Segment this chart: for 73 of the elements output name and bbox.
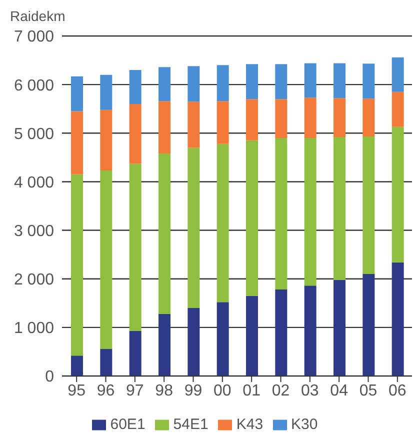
bar bbox=[188, 102, 200, 148]
bar bbox=[392, 262, 404, 376]
bar bbox=[71, 76, 83, 112]
bar bbox=[246, 140, 258, 296]
x-tick-label: 03 bbox=[301, 382, 319, 400]
bar bbox=[188, 308, 200, 376]
bar bbox=[129, 104, 142, 164]
y-tick-label: 2 000 bbox=[14, 272, 54, 289]
bar bbox=[158, 101, 170, 154]
y-axis-title: Raidekm bbox=[9, 8, 66, 26]
x-tick-label: 99 bbox=[184, 382, 202, 400]
x-tick-label: 97 bbox=[126, 382, 144, 400]
y-tick-label: 7 000 bbox=[14, 28, 54, 46]
bar bbox=[246, 296, 258, 376]
bar bbox=[188, 148, 200, 308]
bar bbox=[188, 66, 200, 102]
y-tick-label: 1 000 bbox=[14, 320, 54, 338]
bar bbox=[392, 57, 404, 92]
bar bbox=[304, 138, 316, 286]
bar bbox=[129, 164, 142, 331]
bar bbox=[216, 302, 229, 376]
x-tick-label: 02 bbox=[272, 382, 290, 400]
bar bbox=[362, 98, 375, 137]
bar bbox=[100, 74, 112, 110]
bar bbox=[129, 70, 142, 104]
bar bbox=[275, 64, 288, 100]
bar bbox=[100, 170, 112, 349]
y-tick-label: 5 000 bbox=[14, 126, 54, 143]
x-tick-label: 96 bbox=[96, 382, 115, 400]
bar bbox=[246, 99, 258, 140]
bar bbox=[334, 137, 346, 280]
x-tick-label: 01 bbox=[242, 382, 261, 400]
legend-label: K30 bbox=[291, 416, 318, 433]
x-tick-label: 98 bbox=[155, 382, 174, 400]
bar bbox=[275, 138, 288, 290]
legend-label: K43 bbox=[236, 416, 264, 433]
bar bbox=[275, 99, 288, 138]
bar bbox=[158, 154, 170, 314]
bar bbox=[246, 64, 258, 100]
y-tick-label: 0 bbox=[45, 368, 54, 386]
x-tick-label: 00 bbox=[214, 382, 232, 400]
y-tick-label: 4 000 bbox=[14, 174, 54, 192]
bar bbox=[129, 330, 142, 376]
bar bbox=[334, 98, 346, 138]
y-tick-label: 6 000 bbox=[14, 77, 54, 94]
bar bbox=[71, 111, 83, 174]
bar bbox=[71, 356, 83, 376]
bar bbox=[275, 290, 288, 376]
bar bbox=[362, 136, 375, 274]
x-tick-label: 05 bbox=[359, 382, 378, 400]
bar bbox=[304, 98, 316, 138]
bar bbox=[392, 126, 404, 262]
legend-label: 54E1 bbox=[173, 416, 208, 433]
bar bbox=[304, 286, 316, 376]
bar bbox=[71, 174, 83, 356]
y-tick-label: 3 000 bbox=[14, 222, 54, 240]
bar bbox=[216, 65, 229, 102]
x-tick-label: 06 bbox=[388, 382, 406, 400]
bar bbox=[158, 67, 170, 102]
bar bbox=[216, 144, 229, 302]
bar bbox=[216, 101, 229, 144]
bar bbox=[362, 274, 375, 376]
bar bbox=[158, 314, 170, 376]
x-tick-label: 04 bbox=[330, 382, 348, 400]
bar bbox=[100, 348, 112, 376]
bar bbox=[392, 92, 404, 127]
bar bbox=[334, 280, 346, 376]
bar bbox=[100, 110, 112, 171]
legend-label: 60E1 bbox=[110, 416, 146, 433]
x-tick-label: 95 bbox=[68, 382, 86, 400]
bar bbox=[362, 64, 375, 99]
bar bbox=[304, 63, 316, 98]
bar bbox=[334, 63, 346, 98]
